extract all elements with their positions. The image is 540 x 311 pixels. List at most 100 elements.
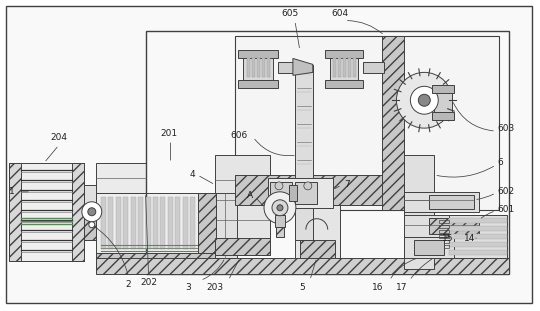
Bar (168, 197, 173, 248)
Bar (300, 239, 335, 258)
Bar (325, 50, 362, 58)
Text: 17: 17 (396, 283, 407, 292)
Circle shape (82, 202, 102, 222)
Text: 2: 2 (126, 281, 131, 290)
Bar (84, 185, 96, 239)
Bar (333, 58, 336, 77)
Circle shape (396, 72, 452, 128)
Bar (235, 175, 384, 205)
Bar (404, 215, 484, 237)
Bar (353, 58, 356, 77)
Bar (295, 205, 340, 258)
Bar (191, 197, 195, 248)
Bar (433, 85, 454, 93)
Text: 602: 602 (497, 187, 514, 196)
Bar (252, 58, 255, 77)
Bar (348, 58, 350, 77)
Text: 7: 7 (345, 180, 350, 189)
Bar (146, 30, 509, 275)
Bar (429, 195, 474, 209)
Bar (449, 234, 507, 239)
Bar (404, 155, 434, 270)
Bar (382, 35, 404, 210)
Bar (439, 230, 449, 233)
Bar (449, 250, 507, 255)
Bar (338, 58, 341, 77)
Bar (96, 193, 200, 253)
Bar (439, 220, 449, 223)
Bar (131, 197, 136, 248)
Bar (215, 155, 270, 255)
Bar (343, 58, 346, 77)
Bar (153, 197, 158, 248)
Bar (123, 197, 128, 248)
Polygon shape (293, 58, 313, 75)
Bar (330, 55, 357, 80)
Text: 4: 4 (190, 170, 195, 179)
Bar (439, 244, 449, 248)
Bar (116, 197, 120, 248)
Bar (183, 197, 188, 248)
Bar (439, 225, 449, 228)
Circle shape (418, 94, 430, 106)
Bar (439, 234, 449, 238)
Circle shape (264, 192, 296, 224)
Text: 3: 3 (186, 283, 191, 292)
Bar (295, 182, 317, 204)
Bar (270, 182, 292, 204)
Text: 202: 202 (140, 278, 157, 287)
Bar (449, 226, 507, 231)
Bar (96, 258, 509, 275)
Bar (267, 58, 270, 77)
Text: 601: 601 (497, 205, 514, 214)
Bar (257, 58, 260, 77)
Bar (262, 58, 265, 77)
Bar (404, 237, 454, 258)
Bar (276, 227, 284, 237)
Bar (434, 88, 452, 112)
Bar (449, 215, 507, 258)
Circle shape (89, 222, 95, 228)
Bar (247, 58, 250, 77)
Text: 204: 204 (50, 133, 68, 142)
Bar (449, 242, 507, 247)
Text: 203: 203 (207, 283, 224, 292)
Bar (238, 50, 278, 58)
Bar (295, 65, 313, 239)
Bar (414, 239, 444, 255)
Bar (289, 185, 297, 201)
Bar (215, 238, 270, 255)
Bar (278, 63, 295, 73)
Circle shape (275, 182, 283, 190)
Circle shape (304, 182, 312, 190)
Text: 14: 14 (464, 234, 476, 243)
Bar (429, 218, 479, 234)
Text: 1: 1 (9, 187, 15, 196)
Bar (146, 197, 151, 248)
Text: 605: 605 (281, 9, 299, 18)
Bar (439, 239, 449, 243)
Bar (268, 178, 333, 208)
Text: 5: 5 (299, 283, 305, 292)
Bar (72, 163, 84, 261)
Bar (325, 80, 362, 88)
Text: A: A (247, 191, 253, 200)
Bar (96, 163, 146, 193)
Bar (84, 215, 96, 239)
Bar (433, 112, 454, 120)
Bar (176, 197, 180, 248)
Bar (9, 163, 21, 261)
Bar (238, 80, 278, 88)
Text: 6: 6 (497, 159, 503, 167)
Text: 604: 604 (331, 9, 348, 18)
Bar (235, 35, 499, 210)
Text: 603: 603 (497, 124, 514, 132)
Bar (449, 218, 507, 223)
Bar (362, 63, 384, 73)
Bar (404, 192, 479, 212)
Circle shape (410, 86, 438, 114)
Bar (108, 197, 113, 248)
Bar (9, 163, 84, 261)
Text: 606: 606 (231, 131, 248, 140)
Text: 15: 15 (442, 234, 454, 243)
